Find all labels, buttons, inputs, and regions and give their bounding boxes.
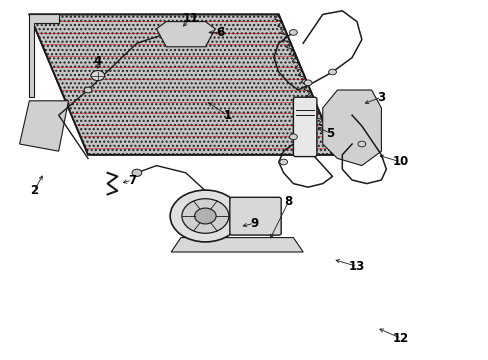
Polygon shape xyxy=(29,14,337,155)
Text: 3: 3 xyxy=(377,91,385,104)
Text: 2: 2 xyxy=(30,184,38,197)
Circle shape xyxy=(279,159,287,165)
Polygon shape xyxy=(29,14,59,97)
Circle shape xyxy=(182,199,228,233)
Text: 6: 6 xyxy=(216,26,224,39)
Circle shape xyxy=(170,190,240,242)
Text: 11: 11 xyxy=(182,12,199,24)
Text: 7: 7 xyxy=(128,174,136,186)
Polygon shape xyxy=(171,238,303,252)
Text: 9: 9 xyxy=(250,217,258,230)
Circle shape xyxy=(357,141,365,147)
Circle shape xyxy=(304,80,311,86)
Text: 4: 4 xyxy=(94,55,102,68)
Circle shape xyxy=(84,87,92,93)
FancyBboxPatch shape xyxy=(293,97,316,157)
Circle shape xyxy=(194,208,216,224)
Circle shape xyxy=(289,134,297,140)
Polygon shape xyxy=(322,90,381,166)
Text: 12: 12 xyxy=(392,332,408,345)
Text: 13: 13 xyxy=(348,260,365,273)
Polygon shape xyxy=(20,101,68,151)
Circle shape xyxy=(132,169,142,176)
Text: 5: 5 xyxy=(325,127,333,140)
Text: 10: 10 xyxy=(392,156,408,168)
Polygon shape xyxy=(156,22,215,47)
Circle shape xyxy=(289,30,297,35)
Circle shape xyxy=(91,71,104,81)
FancyBboxPatch shape xyxy=(229,197,281,235)
Text: 8: 8 xyxy=(284,195,292,208)
Text: 1: 1 xyxy=(223,109,231,122)
Circle shape xyxy=(328,69,336,75)
